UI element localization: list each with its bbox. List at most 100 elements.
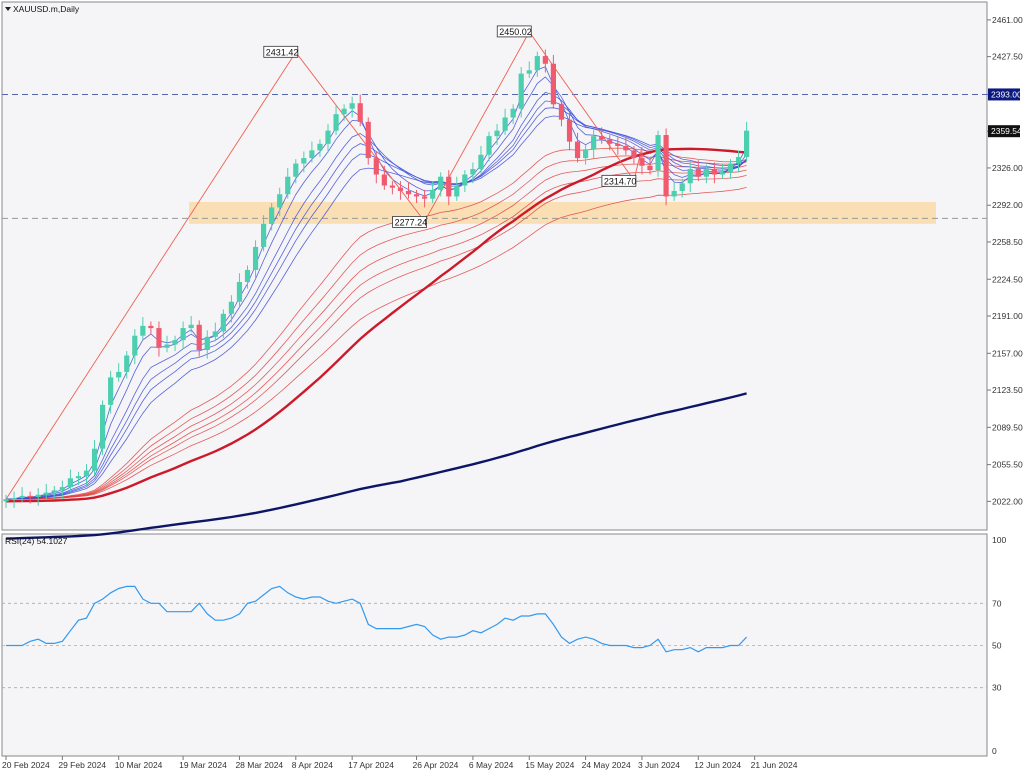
candle-body [615,143,621,146]
candle [59,480,65,500]
dropdown-arrow-icon[interactable] [5,7,11,11]
candle [116,363,122,382]
candle [502,108,508,136]
candle-body [75,476,82,479]
candle [244,265,251,289]
candle-body [365,121,371,159]
candle-body [486,136,492,155]
candle [35,488,41,506]
candle-body [3,499,9,502]
candles [3,49,750,508]
candle-body [220,313,226,332]
candle [325,124,331,153]
candle-body [156,328,162,348]
price-tick-label: 2022.00 [992,496,1023,506]
candle [719,163,726,179]
price-tick-label: 2326.00 [992,163,1023,173]
ema-long-45 [5,169,747,500]
candle-body [309,150,315,159]
candle-body [744,130,750,157]
rsi-tick-label: 50 [992,641,1002,651]
candle-body [172,340,178,345]
candle [671,182,677,201]
candle-body [325,130,331,144]
candle-body [373,158,379,175]
candle-body [204,336,210,350]
candle-body [19,495,25,499]
candle-body [269,207,275,224]
candle [639,151,645,175]
candle-body [510,108,516,118]
candle [43,483,49,500]
annotation-label: 2431.42 [266,47,299,57]
candle [663,128,669,206]
candle-body [405,190,412,195]
candle [727,159,734,179]
candle-body [727,163,734,173]
candle-body [108,377,114,405]
candle-body [67,478,73,488]
candle [591,129,597,159]
candle [679,178,685,198]
candle-body [655,135,661,171]
candle [478,146,484,174]
candle-body [389,185,395,188]
candle [180,321,186,349]
candle [91,439,98,476]
candle [341,104,347,121]
candle-body [341,108,347,115]
price-marker-current [988,125,1020,138]
date-tick-label: 15 May 2024 [525,760,574,770]
date-tick-label: 10 Mar 2024 [115,760,163,770]
date-tick-label: 28 Mar 2024 [235,760,283,770]
date-tick-label: 19 Mar 2024 [179,760,227,770]
candle [83,464,90,485]
candle-body [413,194,420,197]
candle-body [518,73,524,109]
candle [108,370,114,414]
candle [212,322,218,342]
candle [744,121,750,162]
annotation-2431.42: 2431.42 [263,45,299,58]
candle [373,151,379,184]
candle [583,144,589,165]
candle-body [574,141,581,159]
rsi-indicator: 100 70 50 30 0 [2,535,1006,756]
price-tick-label: 2461.00 [992,15,1023,25]
candle [132,329,138,365]
candle-body [43,492,49,495]
candle [333,105,339,136]
candle [534,51,540,77]
candle [405,182,412,199]
candle-body [252,246,259,270]
candle [301,151,307,173]
zigzag-path [5,31,643,500]
candle-body [116,371,122,378]
price-tick-label: 2089.50 [992,422,1023,432]
candle-body [494,130,500,137]
date-tick-label: 3 Jun 2024 [638,760,680,770]
candle-body [647,165,653,171]
date-tick-label: 24 May 2024 [582,760,631,770]
candle-body [349,103,355,109]
candle [430,181,436,204]
candle-body [397,187,404,191]
candle [607,135,613,151]
candle-body [711,169,717,175]
candle-body [599,136,605,140]
candle-body [261,223,267,247]
ema-long-30 [5,147,747,500]
candle [518,67,524,118]
candle [381,165,387,190]
candle [285,167,291,199]
rsi-tick-label: 70 [992,598,1002,608]
candle [486,131,492,162]
candle [27,491,33,504]
candle [413,189,420,204]
candle [349,96,355,118]
annotation-box [392,216,428,228]
candle-body [91,448,98,471]
candle [196,320,202,357]
candle-body [663,135,669,197]
candle [124,351,130,379]
